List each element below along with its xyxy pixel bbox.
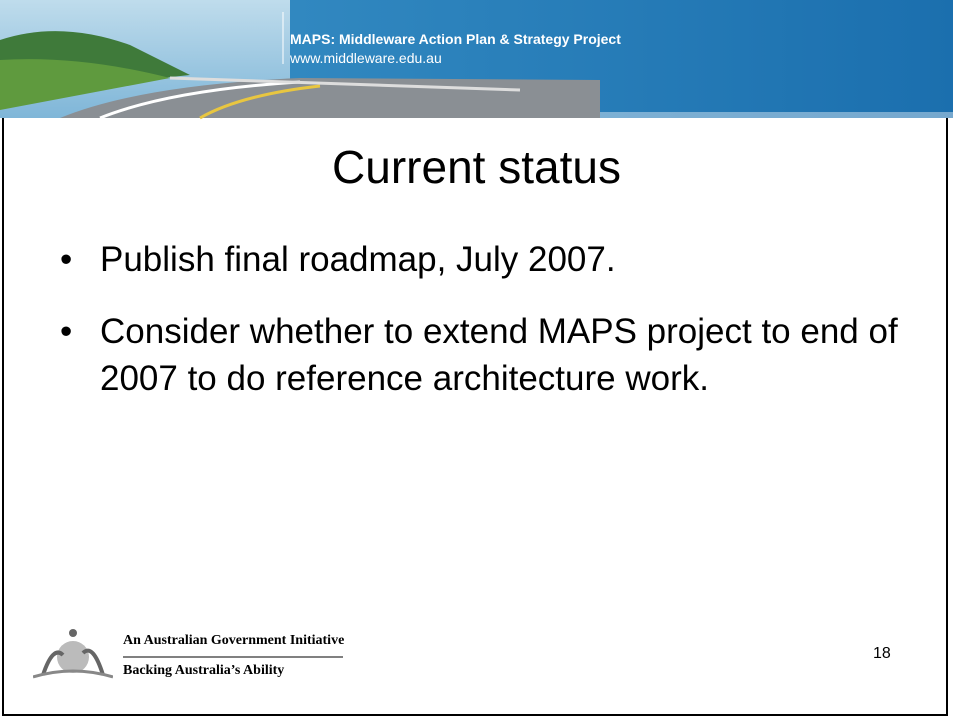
header-title: MAPS: Middleware Action Plan & Strategy … (290, 31, 621, 47)
page-number: 18 (873, 645, 891, 663)
bullet: Consider whether to extend MAPS project … (60, 308, 910, 402)
footer-line1: An Australian Government Initiative (123, 633, 344, 649)
bullet-list: Publish final roadmap, July 2007. Consid… (60, 236, 910, 427)
coat-of-arms (33, 625, 113, 685)
bullet: Publish final roadmap, July 2007. (60, 236, 910, 283)
header-url: www.middleware.edu.au (290, 50, 442, 66)
page: MAPS: Middleware Action Plan & Strategy … (0, 0, 953, 721)
slide: MAPS: Middleware Action Plan & Strategy … (0, 0, 953, 721)
slide-title: Current status (0, 140, 953, 194)
header-banner (0, 0, 953, 120)
footer-line2: Backing Australia’s Ability (123, 663, 284, 679)
footer-rule (123, 656, 343, 659)
